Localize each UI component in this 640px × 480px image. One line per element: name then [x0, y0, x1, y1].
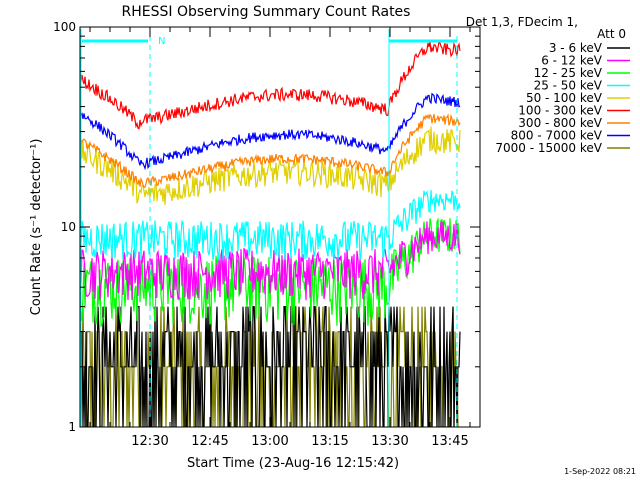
legend-header-line-1: Det 1,3, FDecim 1, — [466, 15, 578, 29]
legend-label: 6 - 12 keV — [541, 54, 603, 68]
series-line — [80, 126, 461, 205]
generation-timestamp: 1-Sep-2022 08:21 — [564, 467, 636, 476]
y-tick-label: 100 — [53, 20, 76, 34]
x-tick-label: 13:45 — [431, 434, 468, 449]
y-axis: 1 10 100 — [53, 20, 481, 434]
x-tick-label: 13:30 — [371, 434, 408, 449]
legend-label: 7000 - 15000 keV — [495, 141, 602, 155]
legend-label: 12 - 25 keV — [534, 66, 603, 80]
series-line — [80, 92, 461, 171]
series-line — [80, 113, 461, 188]
legend-label: 50 - 100 keV — [526, 91, 603, 105]
overlay-layer: N — [80, 29, 458, 427]
y-axis-label: Count Rate (s⁻¹ detector⁻¹) — [29, 139, 44, 316]
x-tick-label: 13:00 — [251, 434, 288, 449]
x-tick-label: 13:15 — [311, 434, 348, 449]
legend-label: 800 - 7000 keV — [511, 129, 603, 143]
legend-label: 300 - 800 keV — [518, 116, 602, 130]
x-axis: 12:30 12:45 13:00 13:15 13:30 13:45 — [89, 27, 471, 449]
x-tick-label: 12:30 — [131, 434, 168, 449]
annotation-n: N — [158, 36, 165, 47]
legend-header-line-2: Att 0 — [597, 27, 626, 41]
legend-label: 3 - 6 keV — [549, 41, 603, 55]
legend-label: 100 - 300 keV — [518, 104, 602, 118]
y-tick-label: 1 — [68, 420, 76, 434]
series-line — [80, 190, 461, 261]
series-line — [80, 41, 461, 130]
x-axis-label: Start Time (23-Aug-16 12:15:42) — [187, 456, 399, 471]
y-tick-label: 10 — [61, 220, 76, 234]
x-tick-label: 12:45 — [191, 434, 228, 449]
series-line — [80, 217, 461, 328]
data-layer — [80, 41, 461, 427]
series-line — [80, 221, 461, 301]
series-line — [80, 306, 460, 427]
legend-label: 25 - 50 keV — [534, 79, 603, 93]
series-line — [80, 306, 461, 427]
chart-title: RHESSI Observing Summary Count Rates — [122, 4, 411, 20]
